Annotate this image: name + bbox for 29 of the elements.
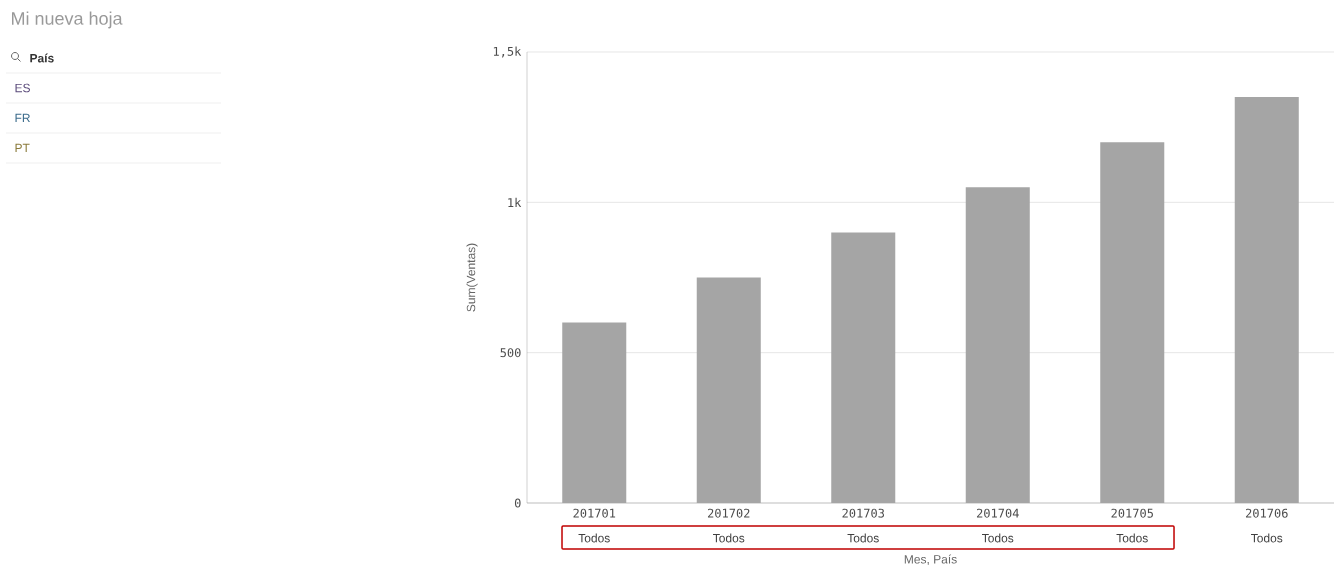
text: FR xyxy=(15,113,30,123)
text: País xyxy=(30,53,54,63)
y-tick-label: 1,5k xyxy=(493,46,522,58)
y-tick-label: 0 xyxy=(514,498,521,508)
text: Todos xyxy=(1116,533,1148,543)
text: PT xyxy=(15,143,30,153)
x-tick-label: 201703 xyxy=(842,508,885,518)
x-tick-label: 201704 xyxy=(976,508,1019,518)
text: Todos xyxy=(982,533,1014,543)
text: Todos xyxy=(847,533,879,543)
bar xyxy=(831,232,896,503)
text: Todos xyxy=(1251,533,1283,543)
bar xyxy=(1234,97,1299,503)
bar xyxy=(965,187,1030,503)
text: Todos xyxy=(578,533,610,543)
text: Mi nueva hoja xyxy=(12,11,123,29)
x-tick-label: 201701 xyxy=(573,508,616,518)
bar xyxy=(696,277,761,503)
y-tick-label: 1k xyxy=(508,197,522,207)
text: Todos xyxy=(713,533,745,543)
text: ES xyxy=(15,83,30,93)
bar xyxy=(562,322,627,503)
x-tick-label: 201705 xyxy=(1111,508,1153,518)
y-axis-title: Sum(Ventas) xyxy=(466,243,478,312)
y-tick-label: 500 xyxy=(500,348,521,358)
x-axis-title: Mes, País xyxy=(904,554,957,565)
bar xyxy=(1100,142,1165,503)
x-tick-label: 201706 xyxy=(1245,508,1288,518)
x-tick-label: 201702 xyxy=(707,508,750,518)
